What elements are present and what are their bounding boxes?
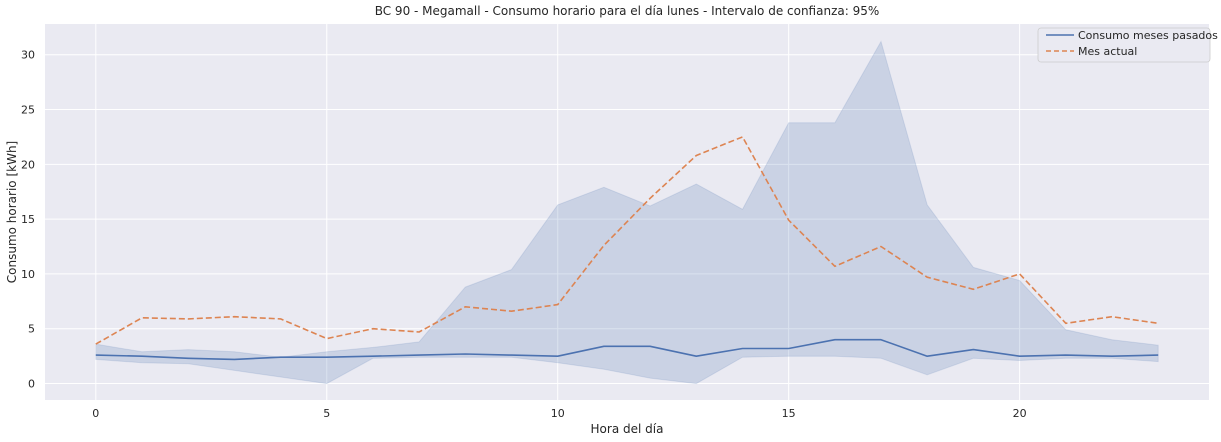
x-tick-label: 20 (1013, 407, 1027, 420)
legend: Consumo meses pasados Mes actual (1037, 27, 1218, 63)
x-tick-label: 15 (782, 407, 796, 420)
y-tick-label: 5 (28, 323, 35, 336)
legend-box (1037, 27, 1211, 63)
confidence-band-layer (95, 40, 1159, 385)
series-lines-layer (95, 136, 1159, 361)
y-tick-label: 20 (21, 158, 35, 171)
y-tick-label: 10 (21, 268, 35, 281)
y-axis-label: Consumo horario [kWh] (5, 141, 19, 283)
grid (45, 24, 1209, 400)
legend-label-mes-actual: Mes actual (1078, 45, 1137, 58)
series-line-consumo-meses-pasados (95, 338, 1159, 361)
x-axis-label: Hora del día (591, 422, 664, 436)
tick-labels: 0 5 10 15 20 25 30 0 5 10 15 20 (21, 49, 1027, 420)
legend-label-consumo-meses-pasados: Consumo meses pasados (1078, 29, 1218, 42)
plot-background (45, 24, 1209, 400)
y-tick-label: 0 (28, 378, 35, 391)
y-tick-label: 30 (21, 49, 35, 62)
y-tick-label: 15 (21, 213, 35, 226)
x-tick-label: 5 (323, 407, 330, 420)
series-line-mes-actual (95, 136, 1159, 345)
x-tick-label: 10 (551, 407, 565, 420)
y-tick-label: 25 (21, 104, 35, 117)
x-tick-label: 0 (92, 407, 99, 420)
confidence-band (95, 40, 1159, 385)
chart-title: BC 90 - Megamall - Consumo horario para … (375, 4, 880, 18)
